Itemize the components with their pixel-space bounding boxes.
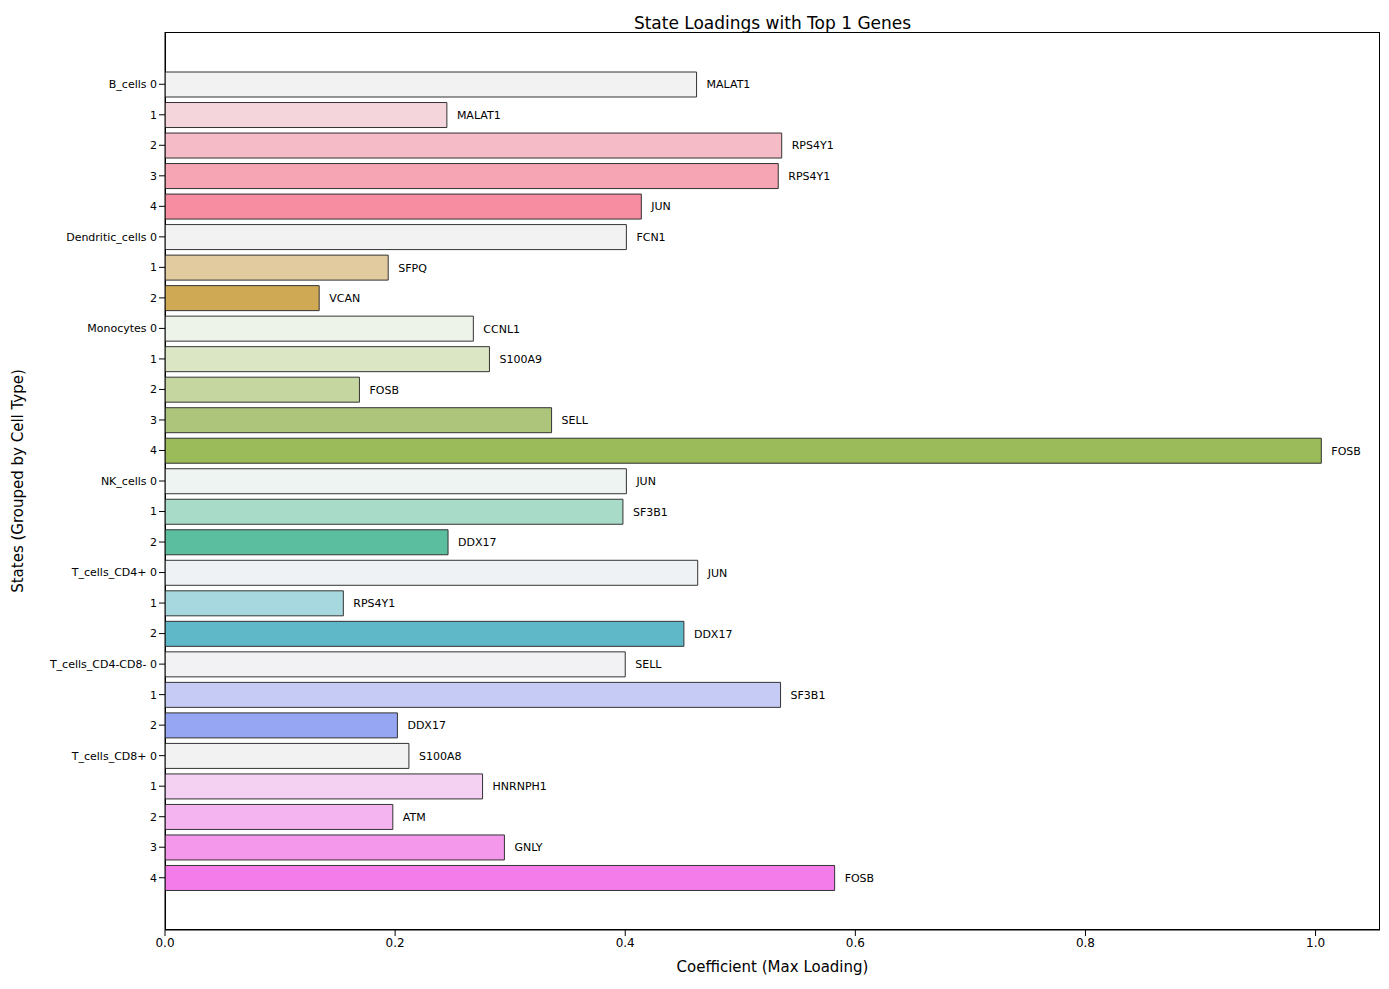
svg-text:FCN1: FCN1 bbox=[636, 231, 665, 244]
svg-text:0.2: 0.2 bbox=[386, 936, 405, 950]
svg-text:1: 1 bbox=[150, 353, 157, 366]
svg-text:2: 2 bbox=[150, 383, 157, 396]
svg-text:JUN: JUN bbox=[707, 567, 728, 580]
svg-text:SELL: SELL bbox=[635, 658, 662, 671]
html-text:Coefficient (Max Loading): Coefficient (Max Loading) bbox=[676, 958, 869, 976]
svg-text:JUN: JUN bbox=[650, 200, 671, 213]
svg-text:0.4: 0.4 bbox=[616, 936, 635, 950]
svg-text:GNLY: GNLY bbox=[514, 841, 542, 854]
svg-text:DDX17: DDX17 bbox=[694, 628, 732, 641]
svg-text:0.0: 0.0 bbox=[155, 936, 174, 950]
svg-text:S100A8: S100A8 bbox=[419, 750, 462, 763]
svg-text:2: 2 bbox=[150, 536, 157, 549]
svg-text:JUN: JUN bbox=[635, 475, 656, 488]
svg-text:4: 4 bbox=[150, 444, 157, 457]
svg-text:SF3B1: SF3B1 bbox=[791, 689, 826, 702]
svg-text:T_cells_CD4+ 0: T_cells_CD4+ 0 bbox=[71, 566, 157, 579]
svg-text:MALAT1: MALAT1 bbox=[707, 78, 751, 91]
svg-text:2: 2 bbox=[150, 139, 157, 152]
svg-text:B_cells 0: B_cells 0 bbox=[109, 78, 157, 91]
svg-text:DDX17: DDX17 bbox=[407, 719, 445, 732]
svg-text:CCNL1: CCNL1 bbox=[483, 323, 520, 336]
svg-text:RPS4Y1: RPS4Y1 bbox=[792, 139, 834, 152]
svg-text:1: 1 bbox=[150, 505, 157, 518]
svg-text:1: 1 bbox=[150, 597, 157, 610]
svg-text:SF3B1: SF3B1 bbox=[633, 506, 668, 519]
svg-text:SELL: SELL bbox=[562, 414, 589, 427]
svg-text:SFPQ: SFPQ bbox=[398, 262, 427, 275]
svg-text:3: 3 bbox=[150, 841, 157, 854]
html-text:States (Grouped by Cell Type): States (Grouped by Cell Type) bbox=[9, 369, 27, 593]
svg-text:MALAT1: MALAT1 bbox=[457, 109, 501, 122]
svg-text:2: 2 bbox=[150, 811, 157, 824]
svg-text:Monocytes 0: Monocytes 0 bbox=[87, 322, 157, 335]
svg-text:RPS4Y1: RPS4Y1 bbox=[353, 597, 395, 610]
svg-text:NK_cells 0: NK_cells 0 bbox=[101, 475, 157, 488]
svg-text:3: 3 bbox=[150, 414, 157, 427]
svg-text:2: 2 bbox=[150, 719, 157, 732]
svg-text:DDX17: DDX17 bbox=[458, 536, 496, 549]
html-text:State Loadings with Top 1 Gene: State Loadings with Top 1 Genes bbox=[633, 13, 912, 33]
svg-text:S100A9: S100A9 bbox=[499, 353, 542, 366]
svg-text:T_cells_CD8+ 0: T_cells_CD8+ 0 bbox=[71, 750, 157, 763]
svg-text:2: 2 bbox=[150, 292, 157, 305]
svg-text:1: 1 bbox=[150, 689, 157, 702]
svg-text:VCAN: VCAN bbox=[329, 292, 360, 305]
svg-text:2: 2 bbox=[150, 627, 157, 640]
svg-text:4: 4 bbox=[150, 200, 157, 213]
svg-text:FOSB: FOSB bbox=[1331, 445, 1361, 458]
svg-text:4: 4 bbox=[150, 872, 157, 885]
svg-text:HNRNPH1: HNRNPH1 bbox=[493, 780, 547, 793]
svg-text:0.8: 0.8 bbox=[1076, 936, 1095, 950]
svg-text:1: 1 bbox=[150, 261, 157, 274]
svg-text:ATM: ATM bbox=[403, 811, 426, 824]
svg-text:T_cells_CD4-CD8- 0: T_cells_CD4-CD8- 0 bbox=[49, 658, 157, 671]
svg-text:Dendritic_cells 0: Dendritic_cells 0 bbox=[66, 231, 157, 244]
svg-text:FOSB: FOSB bbox=[845, 872, 875, 885]
svg-text:0.6: 0.6 bbox=[846, 936, 865, 950]
svg-text:RPS4Y1: RPS4Y1 bbox=[788, 170, 830, 183]
svg-text:FOSB: FOSB bbox=[369, 384, 399, 397]
svg-text:3: 3 bbox=[150, 170, 157, 183]
svg-text:1: 1 bbox=[150, 109, 157, 122]
svg-text:1: 1 bbox=[150, 780, 157, 793]
svg-text:1.0: 1.0 bbox=[1306, 936, 1325, 950]
